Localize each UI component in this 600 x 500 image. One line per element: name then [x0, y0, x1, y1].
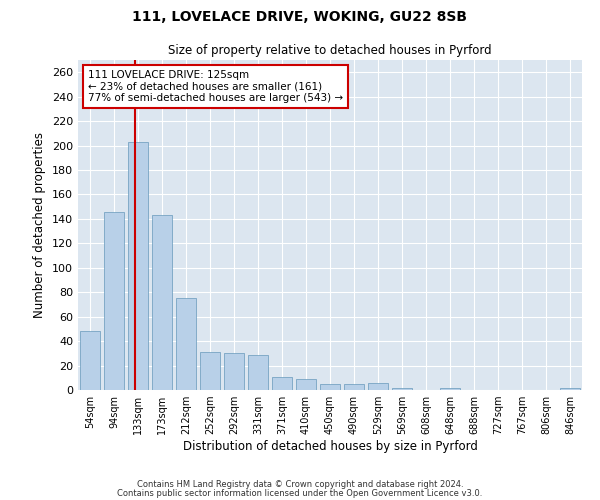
Text: Contains HM Land Registry data © Crown copyright and database right 2024.: Contains HM Land Registry data © Crown c… — [137, 480, 463, 489]
Bar — [560, 388, 580, 390]
Bar — [128, 142, 148, 390]
Bar — [176, 298, 196, 390]
Y-axis label: Number of detached properties: Number of detached properties — [34, 132, 46, 318]
Bar — [200, 352, 220, 390]
Bar — [272, 376, 292, 390]
Title: Size of property relative to detached houses in Pyrford: Size of property relative to detached ho… — [168, 44, 492, 58]
Text: 111 LOVELACE DRIVE: 125sqm
← 23% of detached houses are smaller (161)
77% of sem: 111 LOVELACE DRIVE: 125sqm ← 23% of deta… — [88, 70, 343, 103]
Bar — [296, 379, 316, 390]
Bar — [104, 212, 124, 390]
Bar — [320, 384, 340, 390]
Bar — [152, 215, 172, 390]
Bar — [224, 354, 244, 390]
Bar — [80, 332, 100, 390]
Bar — [344, 384, 364, 390]
Bar — [392, 388, 412, 390]
X-axis label: Distribution of detached houses by size in Pyrford: Distribution of detached houses by size … — [182, 440, 478, 453]
Bar — [368, 382, 388, 390]
Bar — [440, 388, 460, 390]
Text: 111, LOVELACE DRIVE, WOKING, GU22 8SB: 111, LOVELACE DRIVE, WOKING, GU22 8SB — [133, 10, 467, 24]
Text: Contains public sector information licensed under the Open Government Licence v3: Contains public sector information licen… — [118, 488, 482, 498]
Bar — [248, 354, 268, 390]
